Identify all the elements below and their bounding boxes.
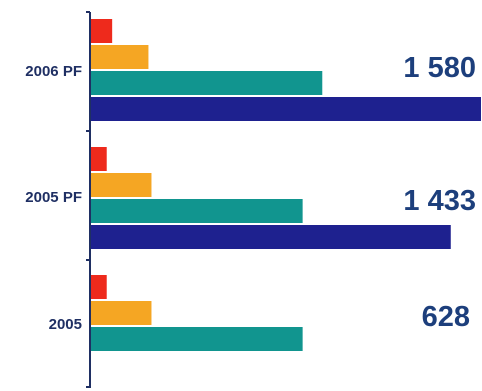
bars-layer (91, 19, 481, 351)
total-label-2005-pf: 1 433 (403, 185, 476, 217)
bar-2006-pf-series-1 (91, 19, 113, 43)
bar-2005-pf-series-3 (91, 199, 303, 223)
bar-2005-pf-series-1 (91, 147, 107, 171)
bar-2006-pf-series-4 (91, 97, 481, 121)
bar-2006-pf-series-3 (91, 71, 323, 95)
bar-2005-series-2 (91, 301, 152, 325)
bar-2005-series-1 (91, 275, 107, 299)
bar-2005-series-3 (91, 327, 303, 351)
category-label-2005-pf: 2005 PF (25, 189, 82, 206)
bar-2005-pf-series-2 (91, 173, 152, 197)
bar-2005-pf-series-4 (91, 225, 451, 249)
category-label-2006-pf: 2006 PF (25, 63, 82, 80)
bar-2006-pf-series-2 (91, 45, 149, 69)
y-axis (86, 11, 91, 388)
total-label-2006-pf: 1 580 (403, 52, 476, 84)
total-label-2005: 628 (422, 301, 470, 333)
category-label-2005: 2005 (49, 316, 82, 333)
